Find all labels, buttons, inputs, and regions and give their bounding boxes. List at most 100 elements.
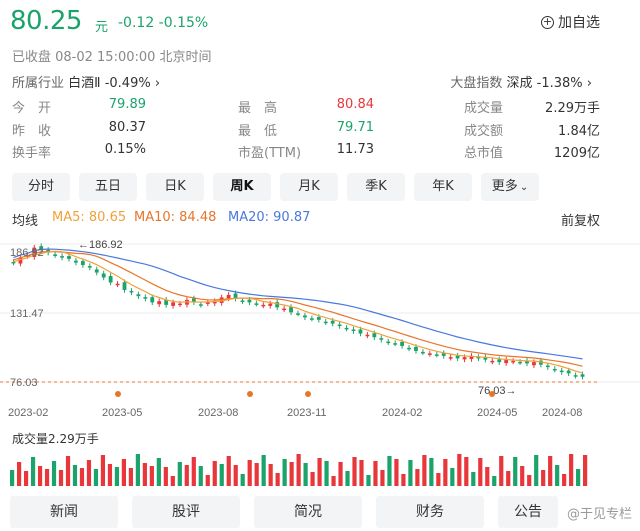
event-dot (115, 391, 121, 397)
tab-comments[interactable]: 股评 (132, 496, 240, 528)
candle-body (407, 347, 411, 350)
candle-body (483, 356, 488, 360)
market-label: 大盘指数 (450, 76, 503, 91)
volume-bar (478, 458, 483, 486)
candle-body (289, 307, 293, 313)
volume-bar (576, 469, 581, 486)
stat-label: 市盈(TTM) (238, 146, 302, 161)
candle-body (344, 327, 349, 330)
max-price-label: ←186.92 (78, 239, 123, 251)
x-tick-label: 2023-05 (102, 407, 142, 419)
ma20-line (13, 248, 583, 360)
tab-timeshare[interactable]: 分时 (12, 173, 70, 201)
event-dot (305, 391, 311, 397)
add-watchlist-button[interactable]: + 加自选 (541, 12, 600, 32)
candle-body (303, 315, 307, 318)
tab-yearly-k[interactable]: 年K (414, 173, 472, 201)
volume-bar (527, 475, 532, 486)
watermark: @于见专栏 (566, 507, 632, 522)
volume-bar (296, 454, 301, 486)
volume-bar (457, 454, 462, 486)
stat-volume: 2.29万手 (545, 101, 600, 116)
candle-body (32, 247, 37, 257)
volume-bar (555, 465, 560, 486)
volume-bar (65, 456, 71, 486)
ma10-line (13, 250, 583, 367)
tab-announcement[interactable]: 公告 (498, 496, 558, 528)
candle-body (282, 308, 287, 311)
tab-profile[interactable]: 简况 (254, 496, 362, 528)
ma5-line (13, 250, 583, 374)
candlestick-chart[interactable]: 186.92 131.47 76.03 ←186.92 76.03→ 2023-02 202… (0, 232, 640, 432)
stat-label: 最 高 (238, 101, 278, 116)
volume-bar (541, 470, 546, 486)
tab-daily-k[interactable]: 日K (146, 173, 204, 201)
volume-bar (254, 463, 259, 486)
candle-body (233, 293, 238, 299)
volume-bar (51, 461, 57, 486)
volume-bar (100, 455, 106, 486)
volume-bar (79, 468, 85, 486)
volume-bar (142, 463, 147, 486)
event-dot (489, 391, 495, 397)
candle-body (18, 257, 23, 264)
industry-name: 白酒Ⅱ (68, 76, 101, 91)
candle-body (552, 368, 557, 371)
adjust-selector[interactable]: 前复权 (560, 214, 600, 229)
candle-body (261, 304, 266, 307)
candle-body (504, 359, 509, 364)
candle-body (434, 354, 439, 356)
stat-market-cap: 1209亿 (553, 146, 600, 161)
candle-body (379, 338, 384, 340)
tab-news[interactable]: 新闻 (10, 496, 118, 528)
candle-body (80, 261, 85, 266)
candle-body (532, 362, 536, 366)
candle-body (323, 321, 328, 324)
stat-prev-close: 80.37 (108, 120, 146, 135)
market-index-link[interactable]: 大盘指数 深成 -1.38% › (450, 72, 592, 91)
stat-high: 80.84 (336, 97, 374, 112)
volume-bar (86, 460, 92, 486)
volume-bar (247, 460, 252, 486)
price-unit: 元 (95, 20, 109, 35)
stat-label: 成交额 (464, 124, 504, 139)
volume-bar (16, 462, 22, 486)
volume-bar (534, 455, 539, 486)
volume-bar (373, 461, 378, 486)
candle-body (559, 370, 564, 373)
candle-body (101, 273, 106, 278)
stat-label: 今 开 (12, 101, 52, 116)
min-price-label: 76.03→ (478, 385, 517, 397)
industry-change: -0.49% (104, 76, 151, 91)
volume-bar (422, 455, 427, 486)
tab-finance[interactable]: 财务 (376, 496, 484, 528)
candle-body (171, 302, 175, 306)
add-watchlist-label: 加自选 (558, 15, 600, 31)
volume-bar (44, 469, 50, 486)
volume-bar (156, 458, 161, 486)
candle-body (212, 301, 217, 304)
candle-body (157, 301, 162, 305)
volume-bar (114, 467, 120, 486)
volume-bar (163, 467, 168, 486)
candle-body (441, 353, 446, 356)
tab-five-day[interactable]: 五日 (79, 173, 137, 201)
candle-body (400, 341, 405, 346)
stat-label: 换手率 (12, 146, 52, 161)
volume-title: 成交量 (12, 432, 49, 446)
volume-bar (107, 464, 113, 486)
volume-bar (184, 465, 189, 486)
industry-link[interactable]: 所属行业 白酒Ⅱ -0.49% › (12, 72, 160, 91)
y-tick-label: 186.92 (10, 247, 44, 259)
candle-body (94, 269, 99, 273)
tab-more[interactable]: 更多 ⌄ (481, 173, 539, 201)
tab-quarterly-k[interactable]: 季K (347, 173, 405, 201)
tab-weekly-k[interactable]: 周K (213, 173, 271, 201)
candle-body (53, 254, 58, 256)
tab-monthly-k[interactable]: 月K (280, 173, 338, 201)
candle-body (351, 329, 356, 332)
volume-bar (394, 459, 399, 486)
volume-bar (268, 464, 273, 486)
volume-bar (324, 461, 329, 486)
candle-body (67, 256, 71, 259)
